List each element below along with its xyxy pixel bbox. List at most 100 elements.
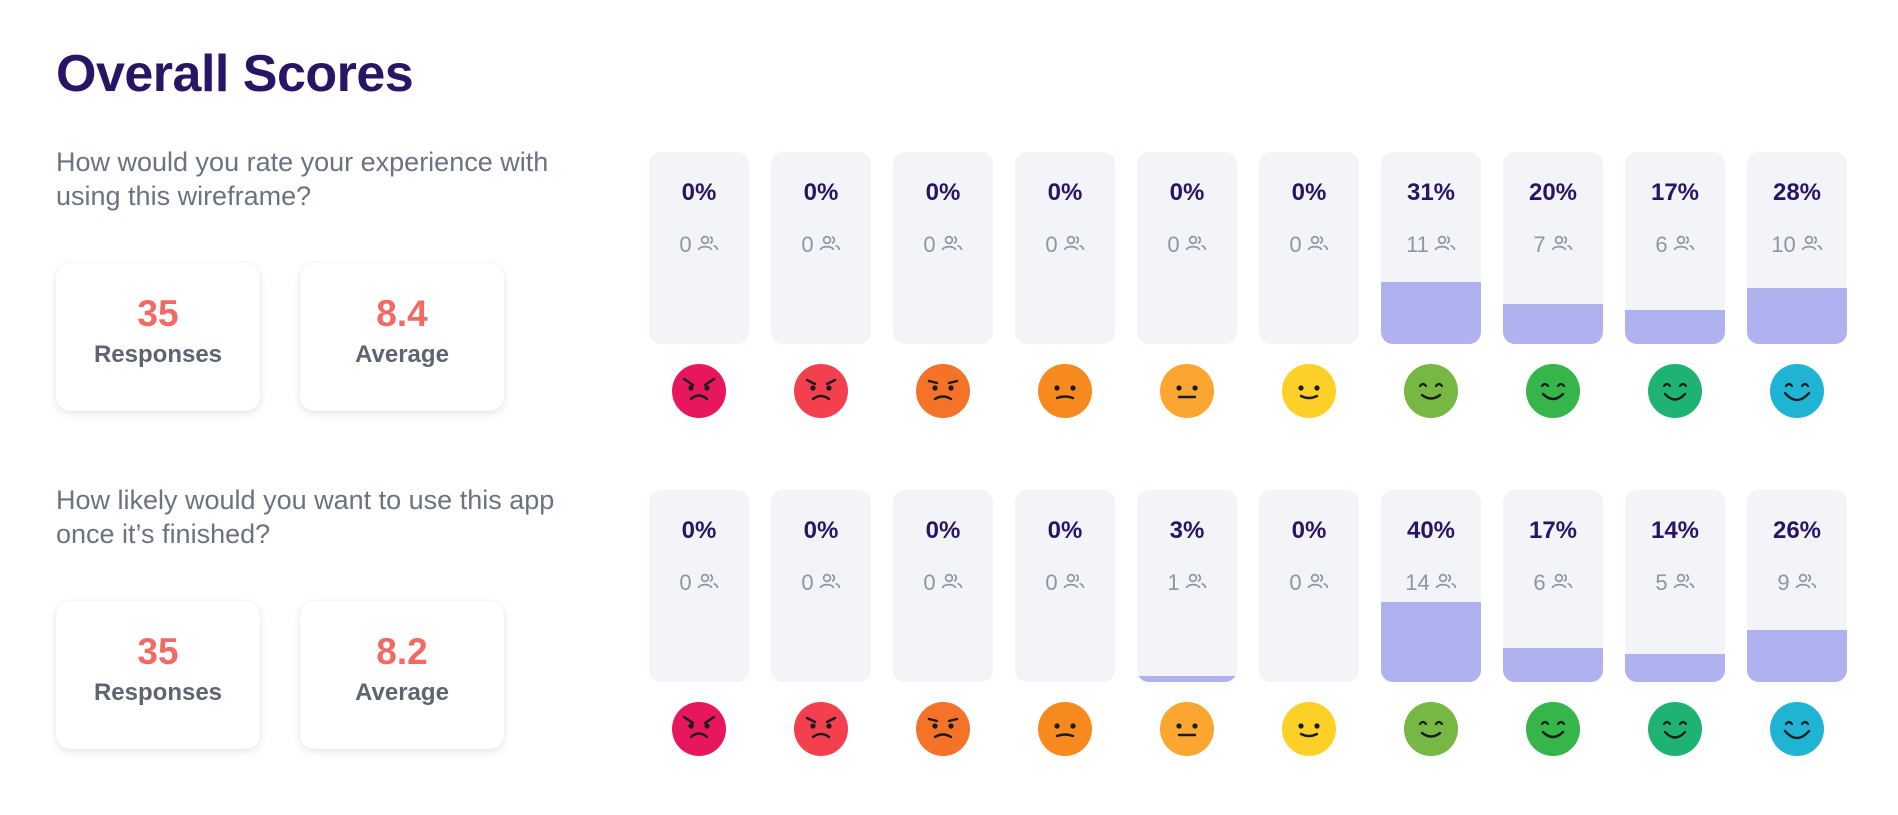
people-icon [697, 570, 719, 596]
bar-count-label: 0 [1259, 231, 1359, 258]
bar-count-label: 0 [893, 231, 993, 258]
bar-count-label: 0 [771, 231, 871, 258]
bar-count-label: 9 [1747, 569, 1847, 596]
bar-percent-label: 0% [681, 179, 717, 206]
bar-fill [1747, 288, 1847, 344]
frowning-face-icon [915, 701, 971, 757]
average-value: 8.2 [376, 631, 428, 672]
average-card-2: 8.2 Average [300, 601, 504, 749]
bar-percent-label: 3% [1169, 517, 1205, 544]
count-value: 1 [1167, 570, 1180, 596]
mad-face-icon [793, 701, 849, 757]
people-icon [1063, 232, 1085, 258]
count-value: 7 [1533, 232, 1546, 258]
bar-fill [1503, 304, 1603, 344]
bar-column: 26% 9 [1747, 490, 1847, 682]
angry-face-icon [671, 363, 727, 419]
people-icon [1063, 570, 1085, 596]
bar-percent-label: 17% [1650, 179, 1700, 206]
bar-column: 14% 5 [1625, 490, 1725, 682]
responses-label: Responses [93, 679, 223, 706]
bar-column: 0% 0 [1259, 152, 1359, 344]
bar-column: 40% 14 [1381, 490, 1481, 682]
bar-fill [1747, 630, 1847, 682]
happy-face-icon [1525, 363, 1581, 419]
slight-smile-face-icon [1281, 701, 1337, 757]
angry-face-icon [671, 701, 727, 757]
responses-value: 35 [137, 293, 179, 334]
people-icon [1185, 570, 1207, 596]
bar-column: 20% 7 [1503, 152, 1603, 344]
bar-column: 0% 0 [1015, 152, 1115, 344]
people-icon [1673, 232, 1695, 258]
bar-percent-label: 0% [1291, 517, 1327, 544]
bar-percent-label: 0% [803, 179, 839, 206]
bar-percent-label: 0% [1169, 179, 1205, 206]
bar-count-label: 5 [1625, 569, 1725, 596]
responses-label: Responses [93, 341, 223, 368]
page-title: Overall Scores [56, 45, 414, 103]
people-icon [1551, 570, 1573, 596]
count-value: 0 [923, 232, 936, 258]
bar-column: 0% 0 [1137, 152, 1237, 344]
bar-percent-label: 17% [1528, 517, 1578, 544]
bar-percent-label: 20% [1528, 179, 1578, 206]
count-value: 0 [801, 232, 814, 258]
people-icon [1673, 570, 1695, 596]
joyful-face-icon [1647, 363, 1703, 419]
bar-fill [1625, 310, 1725, 344]
count-value: 0 [679, 570, 692, 596]
bar-count-label: 0 [771, 569, 871, 596]
bar-count-label: 6 [1503, 569, 1603, 596]
neutral-face-icon [1159, 363, 1215, 419]
bar-count-label: 14 [1381, 569, 1481, 596]
bar-count-label: 0 [1259, 569, 1359, 596]
count-value: 0 [801, 570, 814, 596]
bar-column: 0% 0 [1259, 490, 1359, 682]
bar-column: 28% 10 [1747, 152, 1847, 344]
happy-face-icon [1525, 701, 1581, 757]
bar-fill [1381, 282, 1481, 344]
bar-column: 17% 6 [1503, 490, 1603, 682]
people-icon [941, 232, 963, 258]
bar-column: 0% 0 [893, 152, 993, 344]
people-icon [819, 232, 841, 258]
count-value: 0 [1167, 232, 1180, 258]
average-card-1: 8.4 Average [300, 263, 504, 411]
bar-column: 31% 11 [1381, 152, 1481, 344]
sad-face-icon [1037, 701, 1093, 757]
bar-percent-label: 31% [1406, 179, 1456, 206]
average-label: Average [355, 679, 449, 706]
count-value: 0 [1289, 232, 1302, 258]
count-value: 0 [1289, 570, 1302, 596]
sad-face-icon [1037, 363, 1093, 419]
bar-count-label: 0 [1015, 569, 1115, 596]
bar-column: 0% 0 [893, 490, 993, 682]
bar-percent-label: 0% [1047, 179, 1083, 206]
people-icon [1435, 570, 1457, 596]
bar-fill [1137, 676, 1237, 682]
people-icon [1307, 232, 1329, 258]
bar-column: 3% 1 [1137, 490, 1237, 682]
bar-column: 0% 0 [771, 490, 871, 682]
joyful-face-icon [1647, 701, 1703, 757]
average-label: Average [355, 341, 449, 368]
people-icon [1551, 232, 1573, 258]
count-value: 14 [1405, 570, 1430, 596]
bar-count-label: 7 [1503, 231, 1603, 258]
bar-percent-label: 0% [803, 517, 839, 544]
bar-count-label: 0 [649, 569, 749, 596]
bar-column: 0% 0 [771, 152, 871, 344]
question-2-text: How likely would you want to use this ap… [56, 485, 555, 549]
people-icon [1801, 232, 1823, 258]
count-value: 0 [923, 570, 936, 596]
bar-count-label: 6 [1625, 231, 1725, 258]
bar-percent-label: 14% [1650, 517, 1700, 544]
bar-count-label: 0 [1137, 231, 1237, 258]
bar-percent-label: 26% [1772, 517, 1822, 544]
bar-count-label: 10 [1747, 231, 1847, 258]
bar-percent-label: 0% [1047, 517, 1083, 544]
bar-percent-label: 0% [925, 179, 961, 206]
count-value: 10 [1771, 232, 1796, 258]
bar-count-label: 0 [893, 569, 993, 596]
